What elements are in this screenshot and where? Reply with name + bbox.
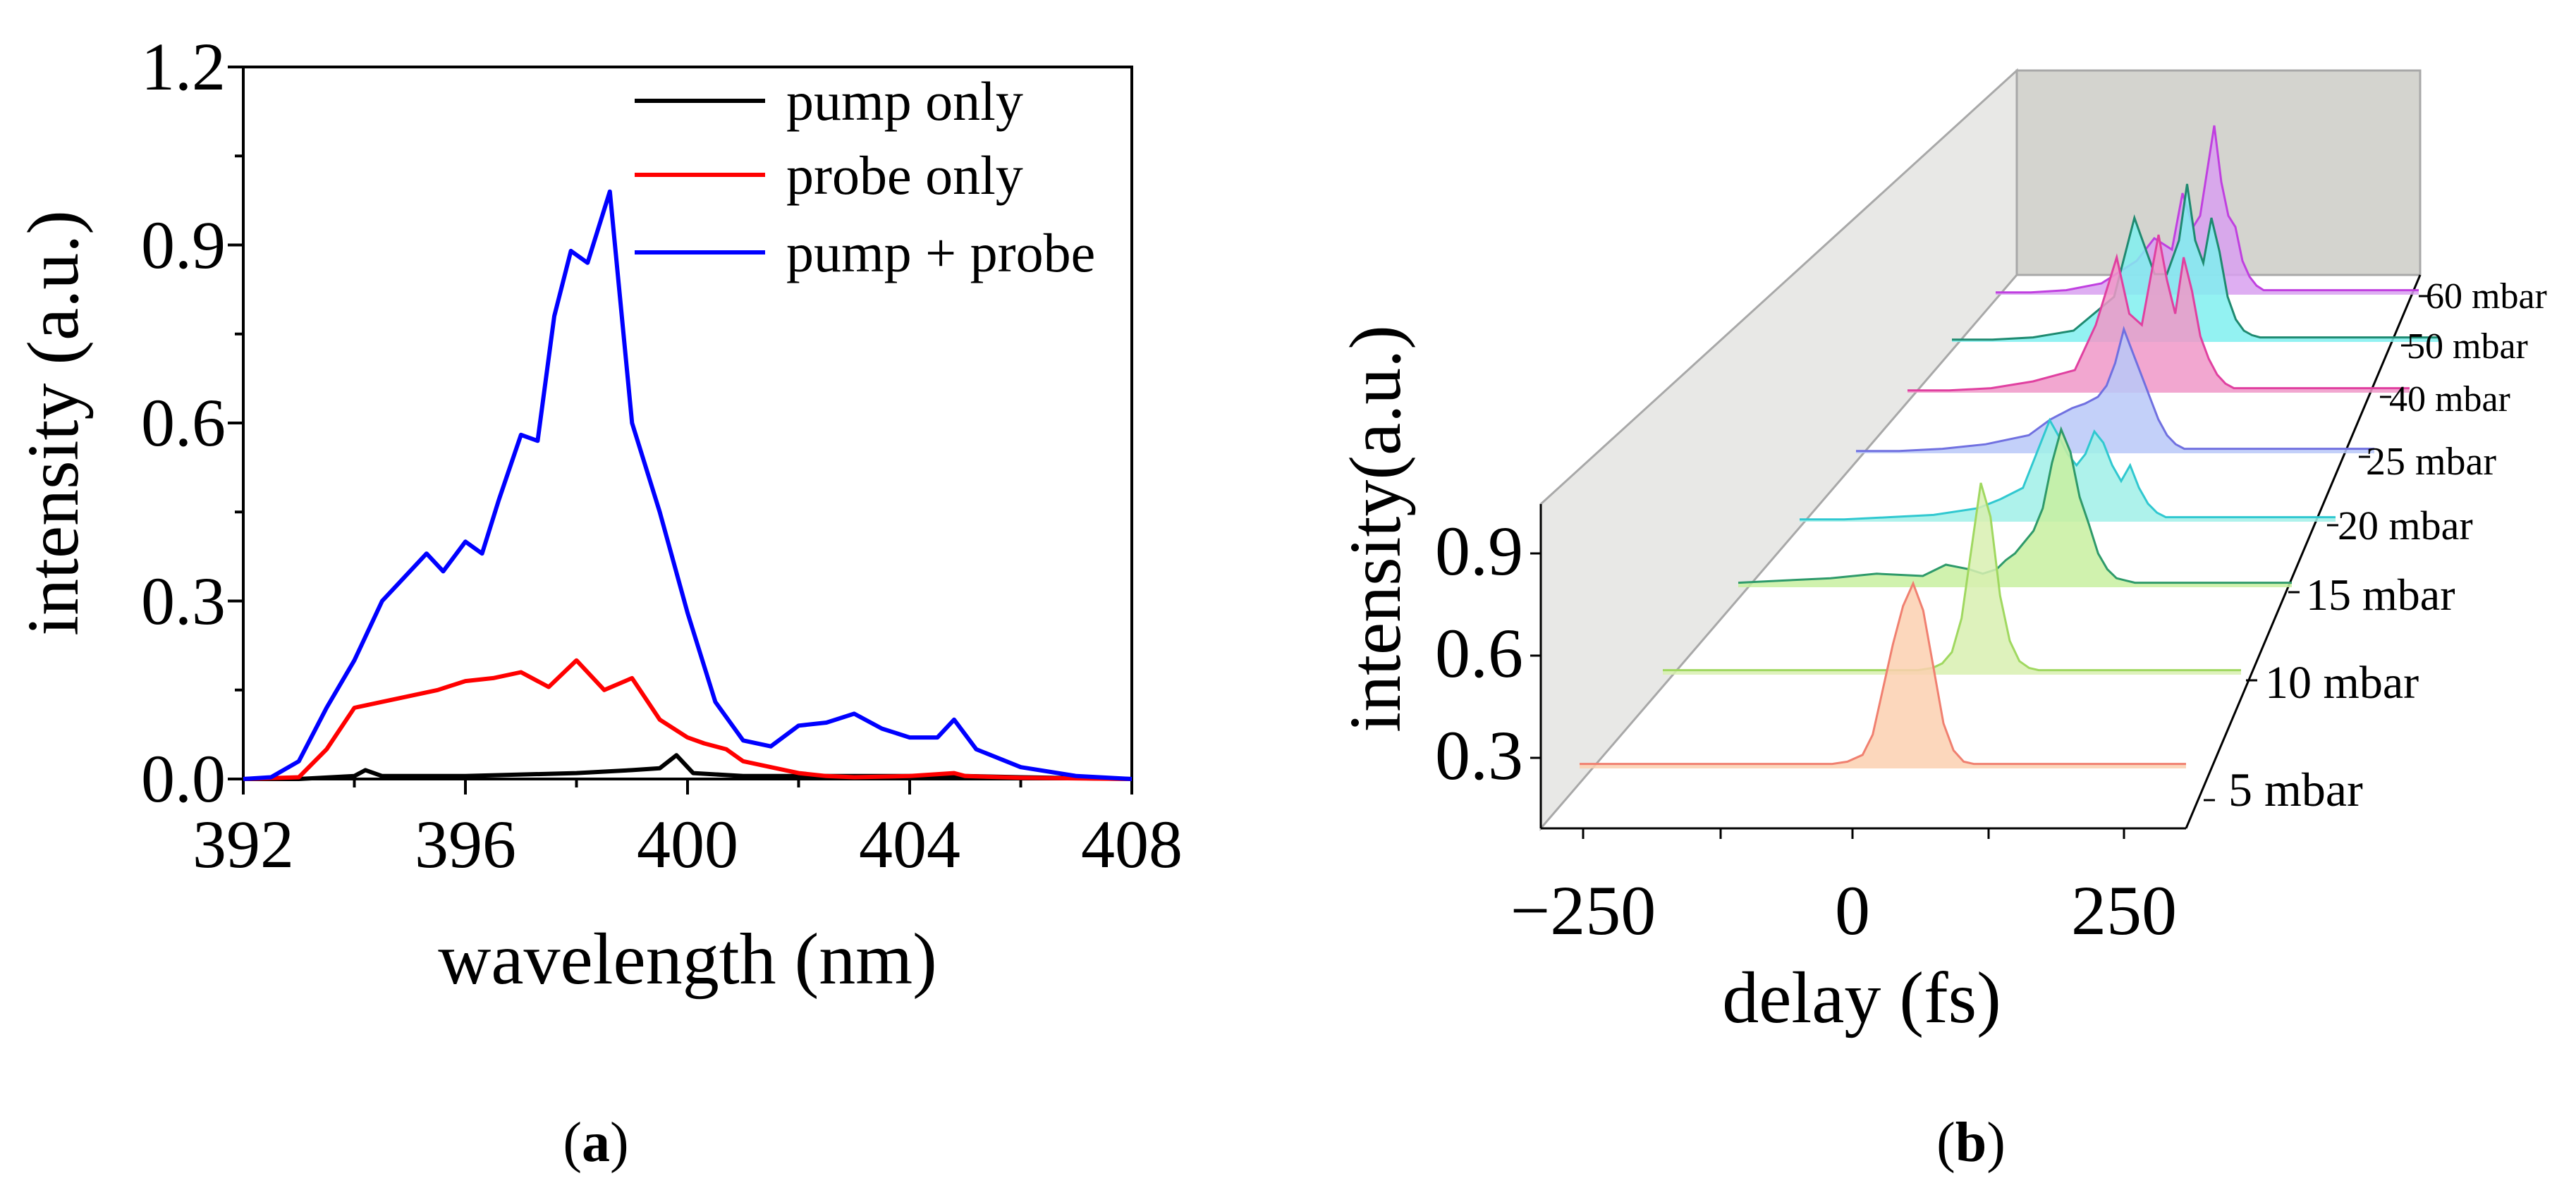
a-legend-label: probe only bbox=[786, 145, 1023, 206]
b-series-line bbox=[1856, 326, 2374, 453]
b-series-fill bbox=[1952, 184, 2438, 342]
b-y-axis-title: intensity(a.u.) bbox=[1335, 325, 1416, 732]
b-series-label: 10 mbar bbox=[2265, 657, 2419, 709]
b-ytick-label: 0.6 bbox=[1435, 614, 1523, 692]
b-series-60-mbar: 60 mbar bbox=[1996, 125, 2547, 317]
b-caption-letter: b bbox=[1955, 1112, 1987, 1174]
panel-b-waterfall-chart: 60 mbar 50 mbar 40 mbar 25 mbar 20 mbar 15 mb… bbox=[1335, 68, 2547, 1174]
panel-a-series-lines bbox=[243, 189, 1133, 781]
a-y-axis-title: intensity (a.u.) bbox=[13, 210, 94, 636]
a-ytick-label: 0.0 bbox=[141, 741, 226, 816]
a-series-line-probe-only bbox=[243, 658, 1133, 781]
panel-a-spectrum-chart: 0.0 0.3 0.6 0.9 1.2 392 396 400 404 408 … bbox=[13, 29, 1183, 1174]
b-series-label: 50 mbar bbox=[2407, 326, 2528, 367]
b-series-label: 60 mbar bbox=[2426, 276, 2547, 317]
a-legend: pump only probe only pump + probe bbox=[635, 70, 1095, 283]
a-series-line-pump-probe bbox=[243, 189, 1133, 781]
b-series-line bbox=[1800, 417, 2336, 521]
a-ytick-label: 0.3 bbox=[141, 563, 226, 639]
b-series-label: 25 mbar bbox=[2366, 440, 2496, 484]
a-ytick-label: 1.2 bbox=[141, 29, 226, 104]
a-caption-letter: a bbox=[582, 1112, 610, 1174]
b-series-line bbox=[1952, 183, 2438, 341]
b-depth-axis-line bbox=[2185, 274, 2422, 829]
b-series-line bbox=[1738, 426, 2292, 584]
b-series-40-mbar: 40 mbar bbox=[1907, 234, 2510, 419]
b-series: 60 mbar 50 mbar 40 mbar 25 mbar 20 mbar 15 mb… bbox=[1580, 125, 2547, 816]
a-xtick-label: 400 bbox=[637, 806, 738, 882]
b-series-fill bbox=[1856, 329, 2374, 453]
b-axes-lines bbox=[1530, 274, 2422, 839]
b-x-axis-title: delay (fs) bbox=[1722, 957, 2001, 1038]
a-ytick-label: 0.6 bbox=[141, 385, 226, 460]
b-series-15-mbar: 15 mbar bbox=[1738, 426, 2455, 620]
a-ytick-label: 0.9 bbox=[141, 207, 226, 283]
b-series-fill bbox=[1996, 125, 2419, 295]
b-series-label: 40 mbar bbox=[2389, 379, 2510, 419]
b-series-line bbox=[1580, 580, 2186, 766]
a-xtick-label: 408 bbox=[1081, 806, 1183, 882]
b-xtick-label: 250 bbox=[2071, 871, 2177, 950]
b-series-fill bbox=[1738, 429, 2292, 587]
a-caption: (a) bbox=[563, 1112, 628, 1174]
b-series-line bbox=[1996, 125, 2419, 294]
b-series-fill bbox=[1580, 583, 2186, 768]
a-legend-label: pump only bbox=[786, 70, 1023, 132]
b-series-label: 20 mbar bbox=[2338, 503, 2473, 548]
b-caption: (b) bbox=[1936, 1112, 2006, 1174]
b-series-line bbox=[1663, 482, 2241, 672]
b-series-label: 15 mbar bbox=[2306, 570, 2455, 620]
a-legend-label: pump + probe bbox=[786, 222, 1095, 283]
b-ytick-label: 0.3 bbox=[1435, 716, 1523, 795]
panel-a-ticks bbox=[228, 66, 1133, 795]
a-xtick-label: 396 bbox=[415, 806, 516, 882]
a-x-axis-title: wavelength (nm) bbox=[438, 919, 937, 1000]
b-series-10-mbar: 10 mbar bbox=[1663, 482, 2419, 709]
b-ytick-label: 0.9 bbox=[1435, 512, 1523, 590]
a-xtick-label: 404 bbox=[859, 806, 960, 882]
b-series-5-mbar: 5 mbar bbox=[1580, 580, 2363, 816]
b-series-fill bbox=[1907, 235, 2410, 393]
b-series-25-mbar: 25 mbar bbox=[1856, 326, 2496, 484]
a-xtick-label: 392 bbox=[193, 806, 294, 882]
b-xtick-label: −250 bbox=[1510, 871, 1656, 950]
b-series-50-mbar: 50 mbar bbox=[1952, 183, 2528, 367]
b-xtick-label: 0 bbox=[1835, 871, 1870, 950]
b-series-line bbox=[1907, 234, 2410, 392]
b-series-label: 5 mbar bbox=[2228, 763, 2363, 816]
